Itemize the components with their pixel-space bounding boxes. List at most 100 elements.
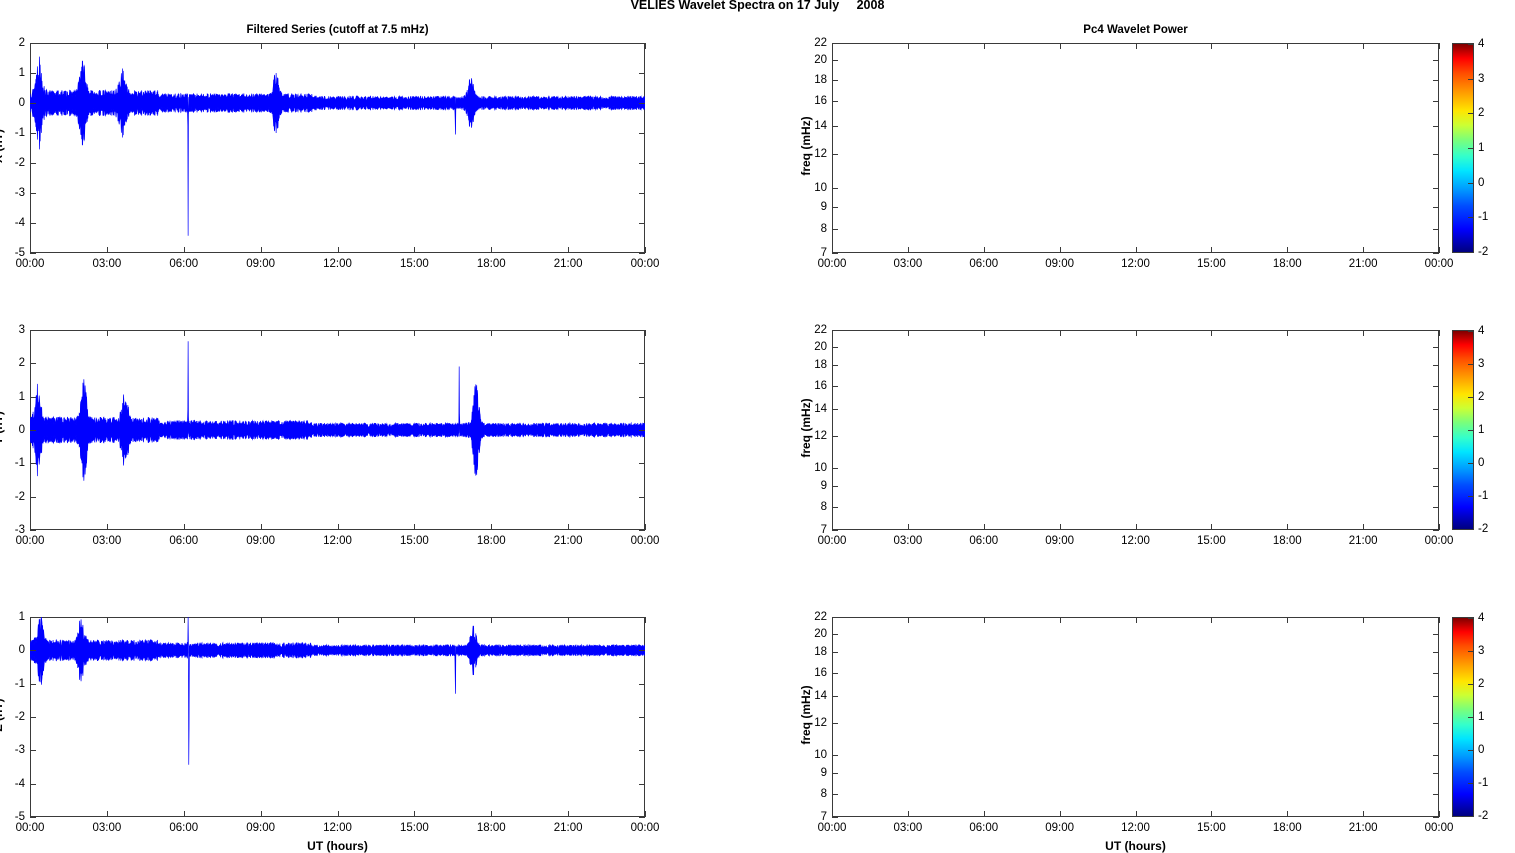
x-tick-label: 21:00 [1348,822,1378,834]
x-tick [1287,811,1289,817]
x-tick [337,43,339,49]
x-tick [1135,247,1137,253]
x-tick-label: 00:00 [15,822,45,834]
y-tick [1433,506,1439,508]
y-tick-label: 1 [18,67,25,79]
y-tick-label: 1 [18,611,25,623]
y-tick [639,617,645,618]
y-tick [832,467,838,469]
y-tick-label: 14 [814,119,827,132]
x-tick [414,617,416,623]
x-tick [645,43,646,49]
x-tick [260,617,262,623]
x-tick [337,330,339,336]
colorbar-tick [1468,783,1473,784]
x-tick-label: 18:00 [476,258,506,270]
y-tick [639,750,645,752]
y-tick-label: 9 [820,480,827,493]
y-tick [639,650,645,652]
y-tick [1433,228,1439,230]
y-tick [1433,79,1439,81]
x-tick-label: 03:00 [92,258,122,270]
x-tick-label: 00:00 [817,535,847,547]
x-tick [414,330,416,336]
x-tick-label: 15:00 [1196,535,1226,547]
y-tick [1433,206,1439,208]
x-tick [1363,330,1365,336]
x-tick [491,617,493,623]
spectrogram-panel-y: 22 20 18 16 14 12 10 9 8 7 00:00 03:00 06:00 09:00 12:… [799,324,1453,547]
x-tick [1211,330,1213,336]
x-tick [414,247,416,253]
x-tick-label: 12:00 [1121,822,1150,834]
y-tick-label: 7 [820,524,827,536]
x-axis-label: UT (hours) [1105,839,1166,853]
colorbar-tick [1468,331,1473,332]
y-tick [30,530,36,531]
y-tick-label: 22 [814,37,827,49]
y-tick [1433,385,1439,387]
y-tick [832,253,838,254]
spectrogram-panel-x: Pc4 Wavelet Power 22 20 18 16 14 12 10 9 8 7 00:00… [799,24,1453,270]
x-tick-label: 12:00 [1121,535,1150,547]
x-tick-label: 09:00 [1045,258,1075,270]
y-tick [639,463,645,465]
timeseries-trace-z [30,617,645,765]
x-tick-label: 21:00 [553,258,583,270]
y-tick-label: -5 [14,811,25,823]
x-tick [183,247,185,253]
x-tick [645,811,646,817]
y-tick [832,228,838,230]
x-tick-label: 03:00 [893,535,923,547]
x-tick-label: 00:00 [1424,535,1454,547]
y-tick [639,253,645,254]
y-tick [1433,633,1439,635]
y-tick [1433,365,1439,367]
y-tick [639,223,645,224]
y-tick-label: 20 [814,54,827,67]
x-tick [983,330,985,336]
y-tick [832,486,838,488]
y-tick-label: -4 [14,777,25,790]
x-tick-label: 06:00 [169,822,199,834]
y-tick-label: 0 [18,97,25,109]
x-tick [337,247,339,253]
y-tick [1433,817,1439,818]
x-tick [183,617,185,623]
y-tick-label: -1 [14,677,25,690]
y-tick [639,163,645,164]
x-tick-label: 09:00 [246,258,276,270]
plot-frame [832,617,1439,817]
x-tick [1363,811,1365,817]
x-tick [832,811,833,817]
x-tick [832,617,833,623]
x-tick [260,43,262,49]
x-tick [30,811,31,817]
y-tick [30,73,36,74]
y-tick [1433,486,1439,488]
x-tick-label: 18:00 [1272,258,1302,270]
y-tick [832,154,838,156]
y-tick [30,193,36,194]
y-tick [30,103,36,104]
y-tick [639,133,645,134]
x-tick-label: 06:00 [169,535,199,547]
x-tick [260,524,262,530]
colorbar-tick-label: 2 [1478,390,1485,403]
x-tick-label: 09:00 [1045,535,1075,547]
y-tick-label: 10 [814,748,827,761]
y-tick [639,103,645,104]
x-tick-label: 09:00 [246,822,276,834]
x-tick-label: 03:00 [893,258,923,270]
x-tick-label: 00:00 [15,535,45,547]
x-tick [1439,330,1440,336]
x-tick-label: 00:00 [1424,822,1454,834]
timeseries-panel-z: 1 0 -1 -2 -3 -4 -5 00:00 03:00 06:00 09:00 12:00 15:… [0,611,659,853]
x-tick [1059,43,1061,49]
y-tick-label: 22 [814,324,827,336]
x-tick-label: 18:00 [476,822,506,834]
colorbar-tick-label: -1 [1478,490,1489,502]
y-tick [639,363,645,365]
